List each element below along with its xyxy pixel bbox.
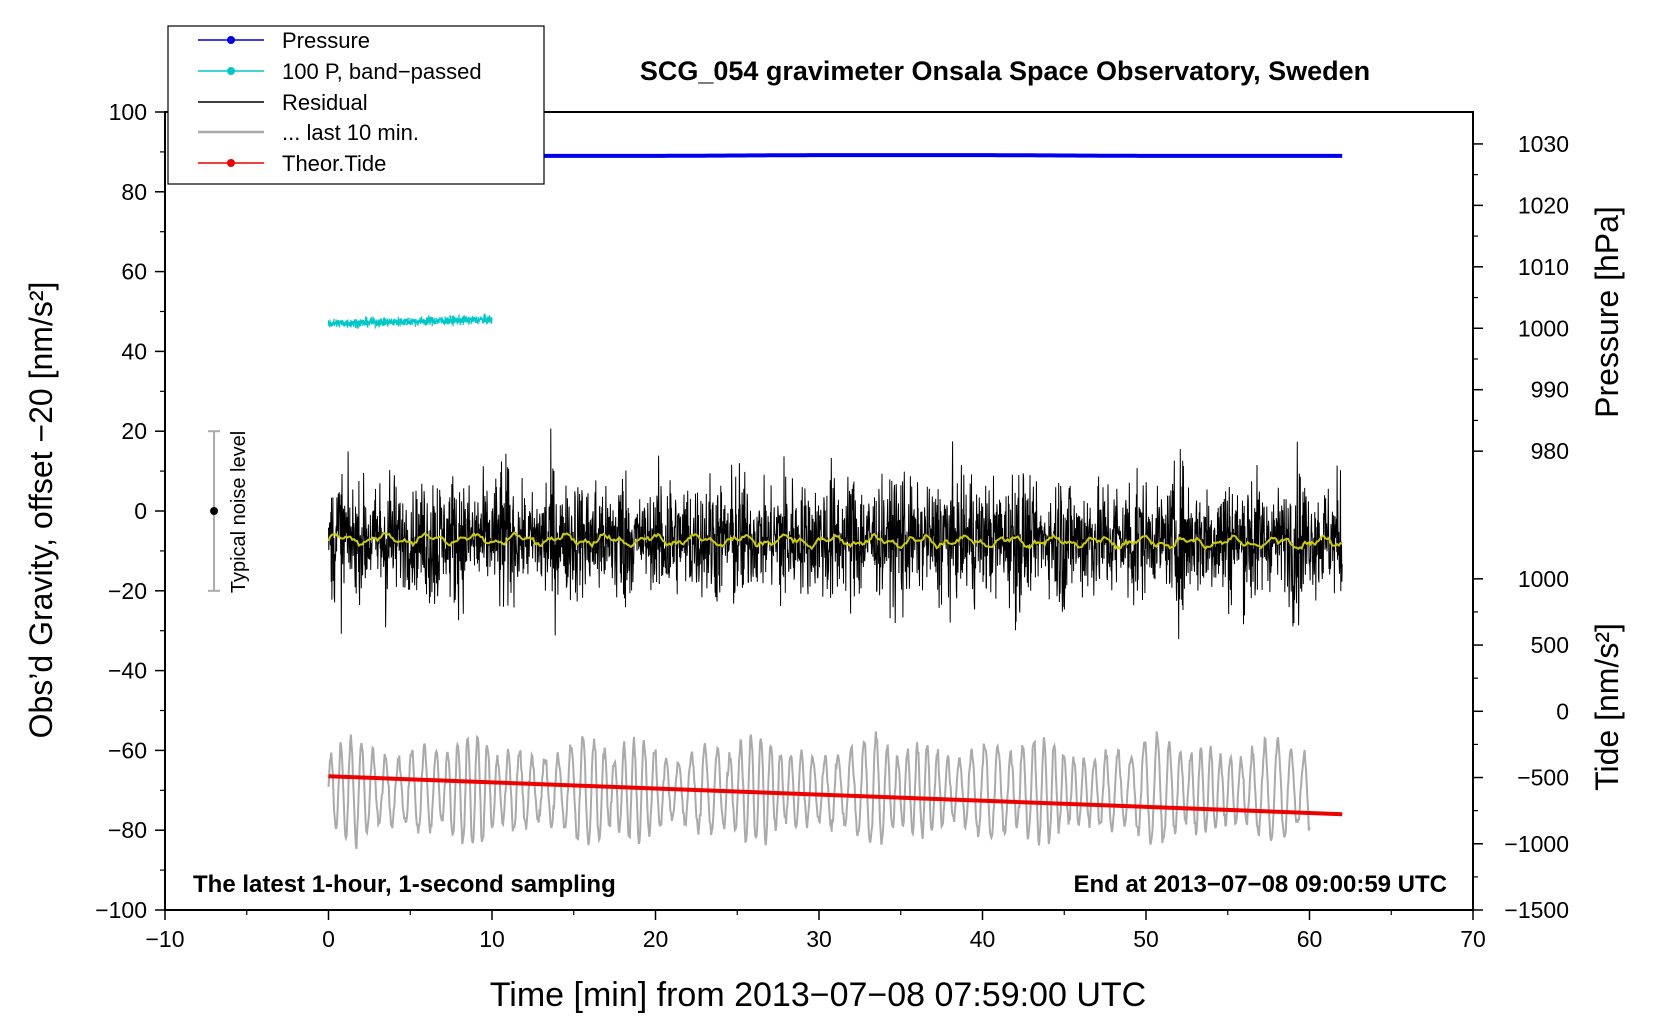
y-tick-label: 0 xyxy=(134,498,147,524)
legend-label-pressure: Pressure xyxy=(282,28,370,53)
legend-label-bandpassed: 100 P, band−passed xyxy=(282,59,482,84)
y-tick-label: −40 xyxy=(108,658,147,684)
legend-box xyxy=(167,25,545,185)
tide-axis-tick-label: −500 xyxy=(1517,765,1569,791)
annotation-bottom-right: End at 2013−07−08 09:00:59 UTC xyxy=(1073,871,1447,898)
legend-label-tide: Theor.Tide xyxy=(282,151,386,176)
series-band-passed xyxy=(327,313,493,329)
y-tick-label: −60 xyxy=(108,737,147,763)
x-tick-label: 10 xyxy=(479,926,505,952)
tide-axis-tick-label: 0 xyxy=(1556,698,1569,724)
legend-label-last10: ... last 10 min. xyxy=(282,120,419,145)
pressure-axis-tick-label: 1010 xyxy=(1518,254,1569,280)
series-last-10-min xyxy=(327,731,1311,850)
y-tick-label: −20 xyxy=(108,578,147,604)
x-tick-label: 30 xyxy=(806,926,832,952)
pressure-axis-tick-label: 990 xyxy=(1531,377,1569,403)
y-axis-title-tide: Tide [nm/s²] xyxy=(1589,623,1625,791)
legend-swatch-marker xyxy=(227,36,235,44)
tide-axis-tick-label: −1000 xyxy=(1504,831,1569,857)
legend-label-residual: Residual xyxy=(282,90,368,115)
y-tick-label: −80 xyxy=(108,817,147,843)
tide-axis-tick-label: 500 xyxy=(1531,632,1569,658)
pressure-axis-tick-label: 1030 xyxy=(1518,131,1569,157)
annotation-bottom-left: The latest 1-hour, 1-second sampling xyxy=(193,871,616,898)
y-tick-label: 20 xyxy=(121,418,147,444)
pressure-axis-tick-label: 1000 xyxy=(1518,315,1569,341)
y-tick-label: −100 xyxy=(95,897,147,923)
legend-swatch-marker xyxy=(227,67,235,75)
x-tick-label: 0 xyxy=(322,926,335,952)
pressure-axis-tick-label: 1020 xyxy=(1518,192,1569,218)
axes-layer: −10 0 10 20 30 40 50 60 70100806040200−20−40−60−… xyxy=(95,99,1569,952)
x-tick-label: 40 xyxy=(970,926,996,952)
series-theor-tide xyxy=(328,774,1343,817)
x-tick-label: −10 xyxy=(145,926,184,952)
chart-title: SCG_054 gravimeter Onsala Space Observat… xyxy=(640,56,1370,86)
y-tick-label: 40 xyxy=(121,338,147,364)
y-tick-label: 80 xyxy=(121,179,147,205)
series-layer xyxy=(327,153,1343,850)
series-residual-smoothed xyxy=(327,531,1343,551)
x-tick-label: 60 xyxy=(1297,926,1323,952)
tide-axis-tick-label: −1500 xyxy=(1504,897,1569,923)
pressure-axis-tick-label: 980 xyxy=(1531,438,1569,464)
x-tick-label: 20 xyxy=(643,926,669,952)
x-tick-label: 70 xyxy=(1460,926,1486,952)
legend: Pressure 100 P, band−passed Residual ...… xyxy=(167,25,545,185)
noise-bar-label: Typical noise level xyxy=(228,431,250,593)
legend-swatch-marker xyxy=(227,159,235,167)
noise-bar-dot xyxy=(210,507,219,515)
y-axis-title-pressure: Pressure [hPa] xyxy=(1589,206,1625,418)
y-tick-label: 100 xyxy=(109,99,147,125)
series-residual xyxy=(328,428,1343,640)
tide-axis-tick-label: 1000 xyxy=(1518,566,1569,592)
y-tick-label: 60 xyxy=(121,259,147,285)
x-tick-label: 50 xyxy=(1133,926,1159,952)
y-axis-title-left: Obs’d Gravity, offset −20 [nm/s²] xyxy=(23,282,59,739)
x-axis-title: Time [min] from 2013−07−08 07:59:00 UTC xyxy=(490,976,1146,1014)
noise-bar xyxy=(208,430,221,592)
